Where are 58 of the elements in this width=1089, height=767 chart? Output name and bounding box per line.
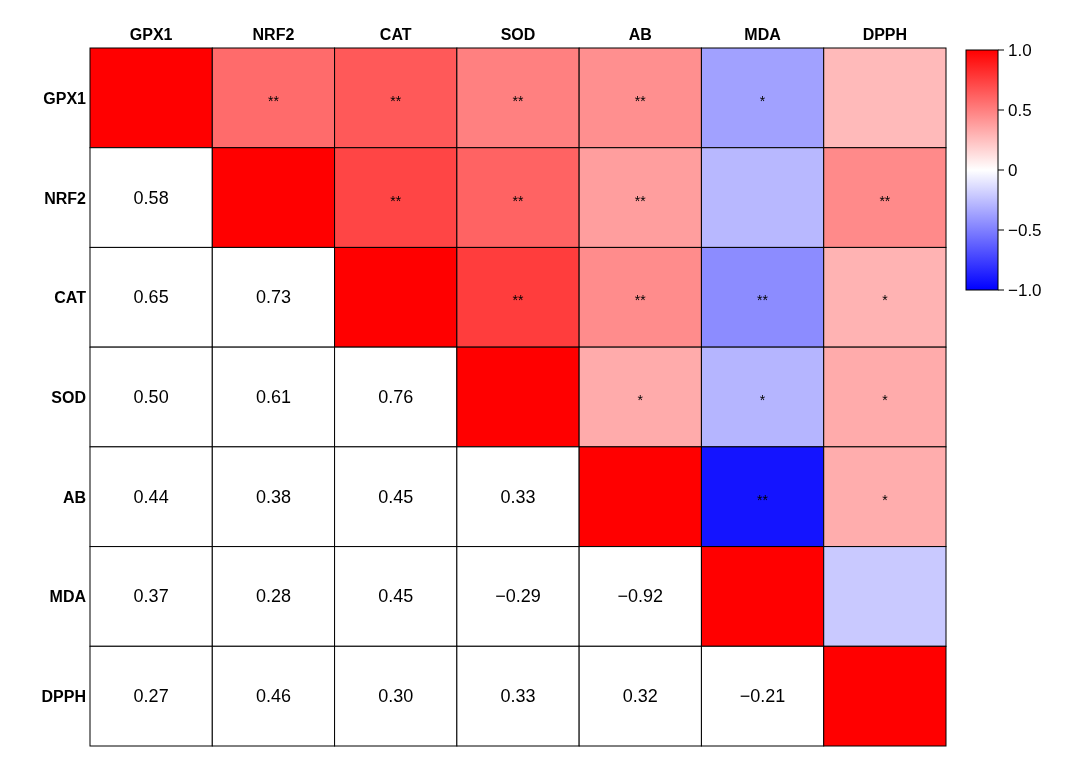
data-label: **	[512, 192, 524, 209]
text: 0.37	[133, 586, 169, 607]
data-label: **	[512, 92, 524, 109]
text: 0.38	[255, 486, 291, 507]
x-tick-label: GPX1	[129, 26, 173, 43]
y-tick-label: CAT	[54, 289, 87, 307]
x-tick-label: DPPH	[862, 26, 908, 43]
y-tick-label: AB	[62, 488, 86, 506]
text: −0.92	[617, 586, 664, 607]
color-bar-label: −0.5	[1008, 221, 1042, 240]
text: 0.45	[378, 486, 414, 507]
x-tick-label: CAT	[379, 26, 412, 43]
data-label: **	[634, 292, 647, 309]
text: −0.21	[739, 686, 786, 707]
data-label: *	[882, 392, 889, 408]
text: 0.45	[378, 586, 414, 607]
x-tick-label: SOD	[500, 26, 536, 43]
data-label: **	[390, 192, 402, 209]
data-label: **	[390, 92, 402, 109]
x-tick-label: AB	[628, 26, 652, 43]
text: 0.44	[133, 486, 169, 507]
text: 0.28	[255, 586, 291, 607]
y-tick-label: MDA	[49, 588, 87, 606]
text: 0.33	[500, 686, 536, 707]
color-bar-label: −1.0	[1008, 281, 1042, 300]
text: 0.50	[133, 387, 169, 407]
data-label: *	[882, 491, 889, 508]
x-tick-label: NRF2	[252, 26, 295, 43]
color-bar-label: 1.0	[1008, 41, 1032, 60]
text: 0.32	[622, 686, 658, 707]
y-tick-label: NRF2	[44, 189, 87, 207]
y-tick-label: DPPH	[41, 688, 86, 706]
data-label: **	[757, 491, 769, 508]
text: 0.73	[255, 287, 291, 308]
data-label: *	[759, 392, 766, 408]
text: 0.30	[378, 686, 414, 707]
data-label: **	[267, 92, 280, 109]
x-tick-label: MDA	[744, 26, 782, 43]
y-tick-label: SOD	[51, 389, 86, 406]
text: 0.76	[378, 387, 414, 407]
data-label: **	[512, 292, 524, 309]
text: 0.65	[133, 287, 169, 308]
data-label: *	[637, 392, 644, 408]
data-label: **	[634, 192, 647, 209]
data-label: **	[634, 92, 647, 109]
color-bar-label: 0	[1008, 161, 1018, 180]
data-label: **	[757, 292, 769, 309]
data-label: *	[759, 92, 766, 109]
color-bar-label: 0.5	[1008, 101, 1032, 120]
text: 0.33	[500, 486, 536, 507]
text: 0.58	[133, 187, 169, 208]
text: 0.61	[255, 387, 291, 407]
text: 0.27	[133, 686, 169, 707]
data-label: **	[879, 192, 891, 209]
data-label: *	[882, 292, 889, 309]
y-tick-label: GPX1	[43, 89, 87, 107]
text: 0.46	[255, 686, 291, 707]
text: −0.29	[495, 586, 541, 607]
